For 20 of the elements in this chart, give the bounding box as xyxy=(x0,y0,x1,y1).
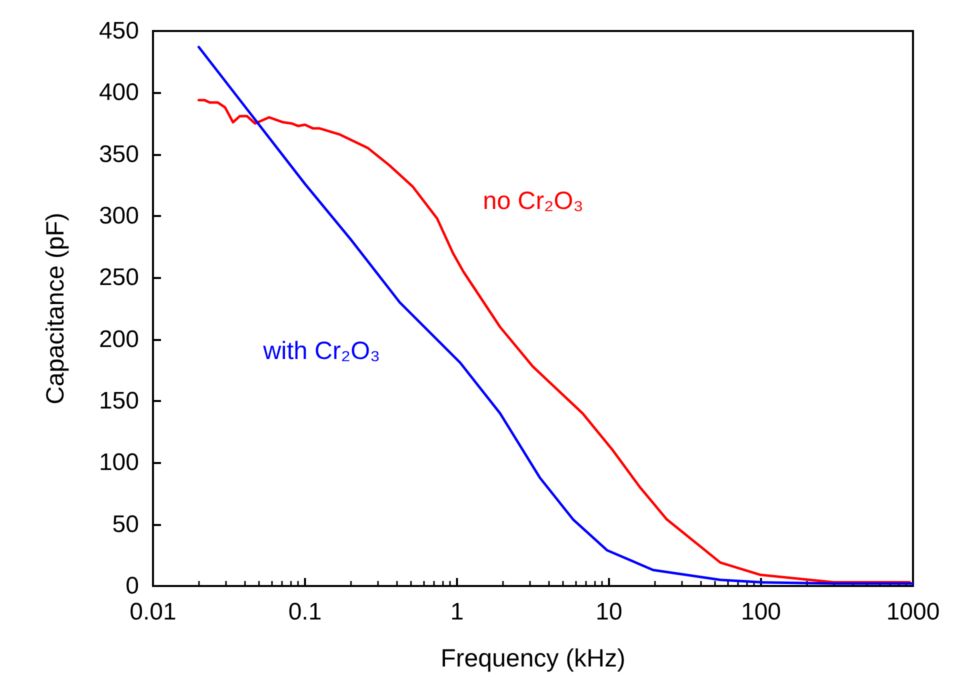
y-tick-label: 150 xyxy=(98,388,139,414)
x-tick-label: 100 xyxy=(740,598,782,626)
y-tick-label: 0 xyxy=(126,572,139,600)
y-axis-title: Capacitance (pF) xyxy=(42,212,70,404)
series-label: with Cr₂O₃ xyxy=(262,336,380,365)
x-tick-label: 0.1 xyxy=(288,598,322,626)
x-tick-label: 10 xyxy=(596,598,622,626)
x-tick-label: 1 xyxy=(450,598,464,626)
series-label: no Cr₂O₃ xyxy=(482,187,584,215)
y-tick-label: 50 xyxy=(112,510,139,538)
x-tick-label: 0.01 xyxy=(130,598,176,626)
x-tick-label: 1000 xyxy=(886,598,940,626)
y-tick-label: 200 xyxy=(98,326,139,353)
y-tick-label: 350 xyxy=(98,140,139,168)
y-tick-label: 250 xyxy=(98,264,139,292)
y-tick-label: 400 xyxy=(98,79,139,106)
x-axis-title: Frequency (kHz) xyxy=(440,644,626,672)
y-tick-label: 450 xyxy=(98,18,139,44)
y-tick-label: 300 xyxy=(98,202,139,230)
y-tick-label: 100 xyxy=(98,449,139,476)
